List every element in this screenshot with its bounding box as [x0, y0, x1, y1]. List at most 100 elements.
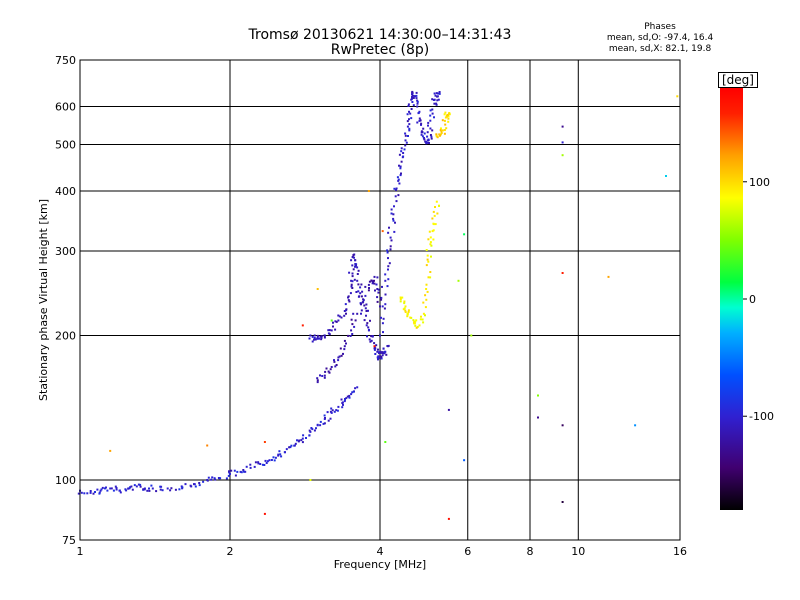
- data-point: [127, 487, 130, 490]
- data-point: [380, 351, 383, 354]
- data-point: [435, 92, 438, 95]
- data-point: [396, 176, 399, 179]
- data-point: [408, 110, 410, 113]
- data-point: [316, 424, 319, 427]
- data-point: [330, 366, 333, 368]
- data-point: [285, 448, 288, 451]
- data-point: [313, 337, 316, 339]
- data-point: [416, 121, 419, 124]
- data-point: [320, 337, 323, 340]
- data-point: [350, 318, 353, 321]
- data-point: [435, 133, 438, 136]
- data-point: [384, 273, 387, 276]
- data-point: [331, 409, 334, 412]
- data-point: [412, 319, 415, 322]
- data-point: [415, 91, 418, 94]
- data-point: [330, 319, 333, 322]
- data-point: [360, 309, 363, 312]
- data-point: [351, 287, 354, 289]
- data-point: [383, 307, 386, 310]
- data-point: [387, 268, 389, 271]
- data-point: [350, 279, 353, 282]
- data-point: [365, 303, 368, 306]
- data-point: [425, 288, 428, 290]
- data-point: [316, 379, 319, 382]
- data-point: [309, 430, 312, 433]
- data-point: [403, 148, 406, 151]
- data-point: [429, 236, 432, 239]
- data-point: [379, 350, 382, 353]
- x-tick-label: 4: [377, 545, 384, 558]
- data-point: [444, 116, 447, 119]
- data-point: [333, 410, 336, 413]
- data-point: [369, 340, 372, 343]
- data-point: [344, 303, 347, 306]
- data-point: [114, 485, 117, 488]
- data-point: [356, 312, 359, 315]
- data-point: [376, 296, 379, 299]
- data-point: [404, 309, 407, 312]
- data-point: [443, 113, 446, 116]
- data-point: [665, 175, 667, 177]
- data-point: [432, 222, 435, 225]
- data-point: [354, 259, 357, 262]
- data-point: [350, 329, 353, 332]
- data-point: [422, 312, 425, 315]
- data-point: [371, 282, 374, 285]
- data-point: [463, 459, 466, 462]
- data-point: [228, 470, 230, 473]
- x-tick-label: 2: [227, 545, 234, 558]
- data-point: [334, 328, 337, 331]
- data-point: [425, 264, 428, 267]
- data-point: [313, 334, 316, 337]
- data-point: [427, 121, 430, 124]
- data-point: [366, 335, 368, 338]
- data-point: [337, 356, 340, 359]
- data-points: [77, 90, 679, 520]
- data-point: [351, 256, 354, 258]
- data-point: [415, 97, 418, 100]
- data-point: [429, 134, 432, 136]
- data-point: [446, 114, 449, 116]
- data-point: [198, 484, 201, 487]
- data-point: [393, 205, 395, 208]
- data-point: [352, 390, 355, 393]
- data-point: [398, 164, 400, 167]
- data-point: [354, 265, 356, 268]
- data-point: [150, 484, 153, 487]
- data-point: [337, 405, 340, 408]
- data-point: [407, 310, 410, 313]
- data-point: [139, 485, 142, 488]
- data-point: [440, 132, 443, 134]
- data-point: [404, 311, 407, 313]
- data-point: [384, 279, 387, 282]
- data-point: [457, 279, 460, 282]
- x-axis-ticks: 1 2 4 6 8 10 16: [77, 545, 688, 558]
- data-point: [425, 283, 428, 286]
- data-point: [420, 133, 423, 136]
- data-point: [607, 275, 610, 278]
- data-point: [373, 342, 376, 345]
- data-point: [351, 323, 354, 326]
- data-point: [328, 371, 331, 374]
- data-point: [207, 476, 210, 479]
- data-point: [351, 264, 354, 267]
- data-point: [426, 254, 429, 257]
- data-point: [420, 122, 423, 125]
- data-point: [397, 178, 400, 181]
- data-point: [94, 491, 96, 493]
- data-point: [234, 474, 237, 477]
- data-point: [354, 319, 357, 322]
- data-point: [365, 324, 368, 327]
- data-point: [432, 99, 435, 101]
- data-point: [437, 98, 440, 101]
- y-tick-label: 400: [55, 185, 76, 198]
- data-point: [319, 424, 322, 427]
- data-point: [375, 344, 378, 347]
- data-point: [444, 123, 447, 126]
- data-point: [181, 486, 184, 489]
- data-point: [381, 285, 383, 288]
- data-point: [395, 187, 398, 190]
- data-point: [366, 322, 369, 325]
- data-point: [413, 321, 416, 324]
